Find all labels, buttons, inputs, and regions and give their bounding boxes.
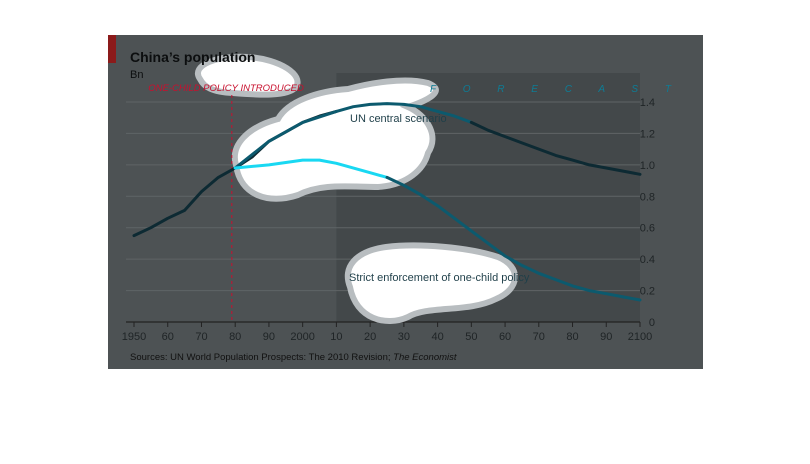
y-axis: 0 0.2 0.4 0.6 0.8 1.0 1.2 1.4 (640, 97, 655, 329)
population-chart: 00.20.40.60.81.01.21.4 1950 60 70 80 90 2000 1… (108, 35, 683, 363)
x-tick-label: 80 (229, 331, 241, 343)
series-line-1 (233, 102, 473, 170)
x-tick-label: 2000 (290, 331, 314, 343)
y-unit-label: Bn (130, 69, 143, 81)
x-tick-label: 60 (162, 331, 174, 343)
x-tick-label: 70 (195, 331, 207, 343)
chart-panel: 0 0.2 0.4 0.6 0.8 1.0 1.2 1.4 1950 60 70 80 90 2000 1… (108, 35, 703, 369)
series-line-4 (385, 175, 642, 302)
x-tick-label: 70 (533, 331, 545, 343)
x-tick-label: 40 (431, 331, 443, 343)
policy-label: ONE-CHILD POLICY INTRODUCED (148, 83, 304, 94)
y-tick-label: 1.2 (640, 128, 655, 140)
y-tick-label: 0.4 (640, 254, 655, 266)
label-un-central: UN central scenario (350, 113, 447, 125)
x-tick-label: 80 (566, 331, 578, 343)
annotation-bubbles (195, 53, 518, 324)
x-tick-label: 30 (398, 331, 410, 343)
y-tick-label: 0 (649, 317, 655, 329)
x-tick-label: 1950 (122, 331, 146, 343)
bubble-title (195, 53, 301, 98)
x-tick-label: 90 (263, 331, 275, 343)
source-note: Sources: UN World Population Prospects: … (130, 352, 457, 363)
forecast-label: F O R E C A S T (430, 84, 683, 95)
y-tick-label: 1.4 (640, 97, 655, 109)
x-tick-label: 2100 (628, 331, 652, 343)
y-tick-label: 1.0 (640, 160, 655, 172)
x-tick-label: 50 (465, 331, 477, 343)
x-tick-label: 60 (499, 331, 511, 343)
y-tick-label: 0.6 (640, 223, 655, 235)
y-tick-label: 0.2 (640, 286, 655, 298)
bubble-lower (344, 242, 518, 324)
series-line-2 (469, 120, 642, 176)
series-line-3 (233, 158, 389, 179)
x-tick-label: 20 (364, 331, 376, 343)
y-tick-label: 0.8 (640, 191, 655, 203)
accent-bar (108, 35, 116, 63)
chart-title: China’s population (130, 49, 255, 65)
x-axis: 1950 60 70 80 90 2000 10 20 30 40 50 60 70 80 90 2100 (122, 322, 652, 343)
label-strict-enforcement: Strict enforcement of one-child policy (349, 272, 530, 284)
bubble-upper (231, 77, 439, 202)
x-tick-label: 90 (600, 331, 612, 343)
series-lines (132, 102, 642, 302)
x-tick-label: 10 (330, 331, 342, 343)
